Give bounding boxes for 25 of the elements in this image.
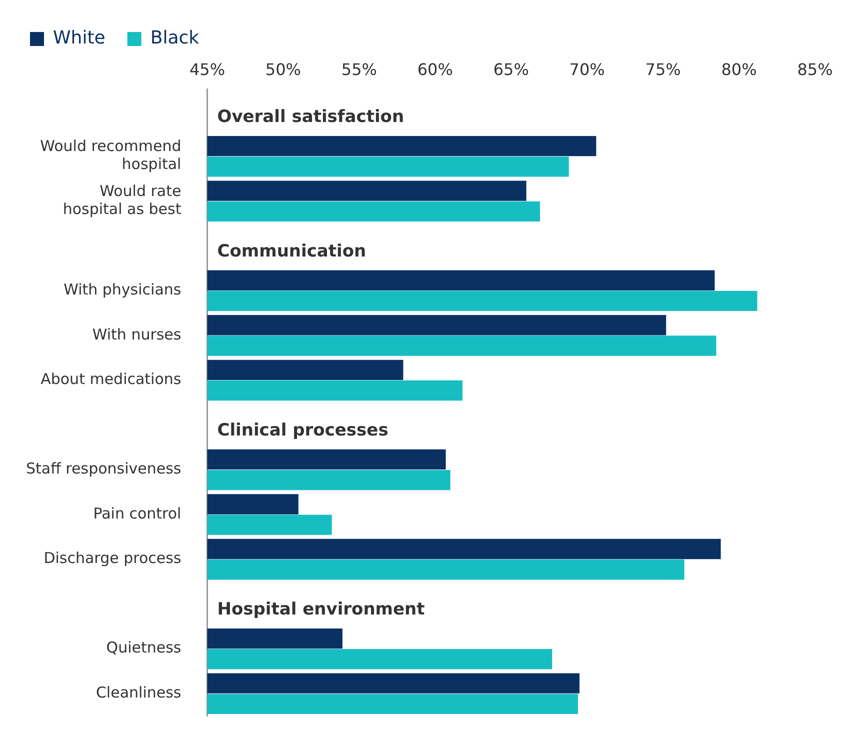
annotation: Clinical processes	[217, 420, 388, 440]
annotation: Overall satisfaction	[217, 107, 404, 128]
y-tick-label: Would recommend hospital	[40, 137, 182, 174]
y-tick-label: Would rate hospital as best	[62, 182, 182, 218]
y-tick-label: With nurses	[92, 325, 182, 344]
x-tick-label: 70%	[569, 60, 605, 79]
y-tick-label: Quietness	[106, 638, 182, 657]
y-tick-label: Pain control	[93, 504, 182, 522]
x-tick-label: 65%	[493, 60, 529, 79]
y-tick-label: About medications	[40, 370, 182, 388]
y-tick-label: Discharge process	[44, 549, 182, 568]
x-tick-label: 60%	[417, 60, 453, 79]
annotation: Communication	[217, 241, 366, 262]
x-tick-label: 85%	[797, 60, 833, 79]
x-tick-label: 75%	[645, 60, 681, 79]
annotation: Hospital environment	[217, 599, 425, 620]
legend-label: Black	[150, 28, 200, 49]
x-tick-label: 50%	[265, 60, 301, 79]
y-tick-label: Staff responsiveness	[26, 460, 182, 478]
y-tick-label: With physicians	[64, 280, 182, 299]
legend-label: White	[53, 28, 106, 49]
x-tick-label: 55%	[341, 60, 377, 79]
x-tick-label: 45%	[189, 60, 226, 79]
y-tick-label: Cleanliness	[96, 684, 182, 702]
x-tick-label: 80%	[721, 60, 757, 79]
